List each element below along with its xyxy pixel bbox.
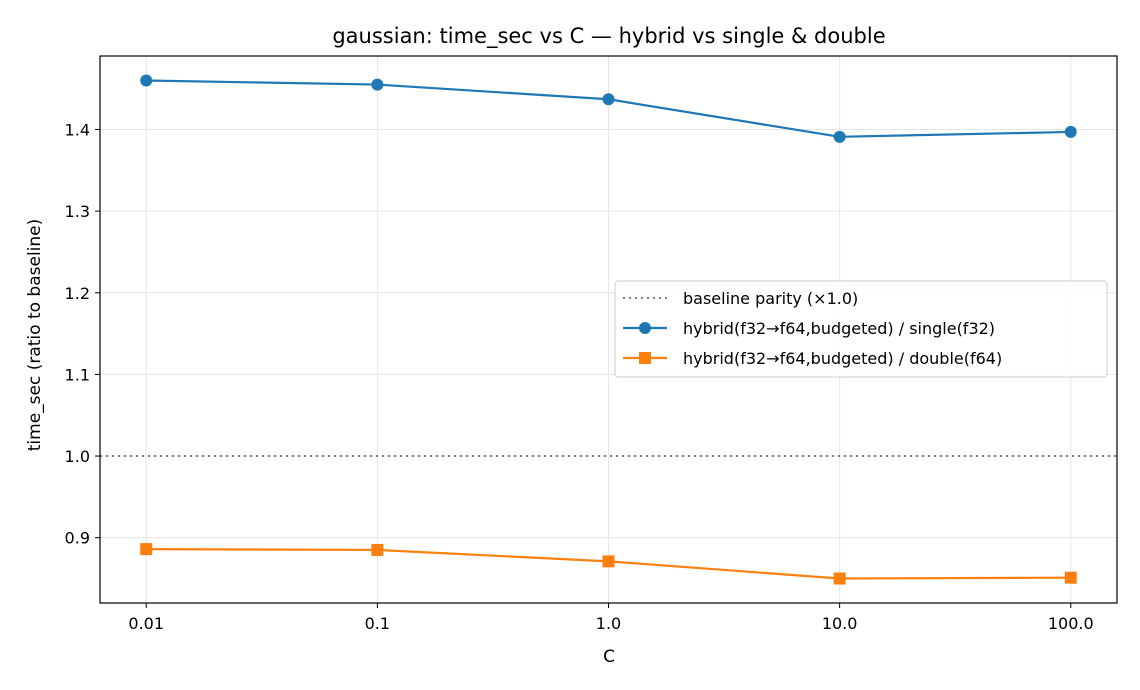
y-tick-label: 1.4	[65, 120, 90, 139]
series-1-point	[833, 130, 846, 143]
series-2-point	[1064, 571, 1077, 584]
legend-item-3: hybrid(f32→f64,budgeted) / double(f64)	[623, 349, 1002, 368]
series-2-point	[602, 555, 615, 568]
y-axis-label: time_sec (ratio to baseline)	[25, 219, 45, 452]
x-tick-label: 1.0	[596, 614, 621, 633]
x-tick-label: 100.0	[1048, 614, 1094, 633]
y-tick-label: 1.2	[65, 284, 90, 303]
legend-box	[614, 280, 1108, 378]
legend-item-1: baseline parity (×1.0)	[623, 289, 858, 308]
series-2-point	[833, 572, 846, 585]
x-tick-label: 0.01	[128, 614, 164, 633]
legend: baseline parity (×1.0) hybrid(f32→f64,bud…	[614, 280, 1108, 378]
series-layer	[140, 74, 1077, 585]
series-1-point	[140, 74, 153, 87]
series-1	[140, 74, 1077, 143]
series-2-point	[371, 543, 384, 556]
series-2	[140, 543, 1077, 585]
series-1-point	[602, 93, 615, 106]
legend-marker	[639, 352, 651, 364]
legend-label: baseline parity (×1.0)	[683, 289, 858, 308]
series-1-point	[371, 78, 384, 91]
x-axis-label: C	[603, 647, 615, 667]
y-tick-label: 1.3	[65, 202, 90, 221]
series-2-point	[140, 543, 153, 556]
y-tick-label: 1.0	[65, 447, 90, 466]
y-axis: 0.9 1.0 1.1 1.2 1.3 1.4	[65, 120, 100, 548]
y-tick-label: 0.9	[65, 529, 90, 548]
legend-marker	[639, 322, 651, 334]
x-tick-label: 0.1	[365, 614, 390, 633]
series-1-point	[1064, 125, 1077, 138]
x-axis: 0.01 0.1 1.0 10.0 100.0	[128, 603, 1094, 633]
legend-label: hybrid(f32→f64,budgeted) / double(f64)	[683, 349, 1002, 368]
legend-item-2: hybrid(f32→f64,budgeted) / single(f32)	[623, 319, 995, 338]
x-tick-label: 10.0	[822, 614, 858, 633]
chart-title: gaussian: time_sec vs C — hybrid vs sing…	[332, 24, 885, 49]
y-tick-label: 1.1	[65, 365, 90, 384]
legend-label: hybrid(f32→f64,budgeted) / single(f32)	[683, 319, 995, 338]
